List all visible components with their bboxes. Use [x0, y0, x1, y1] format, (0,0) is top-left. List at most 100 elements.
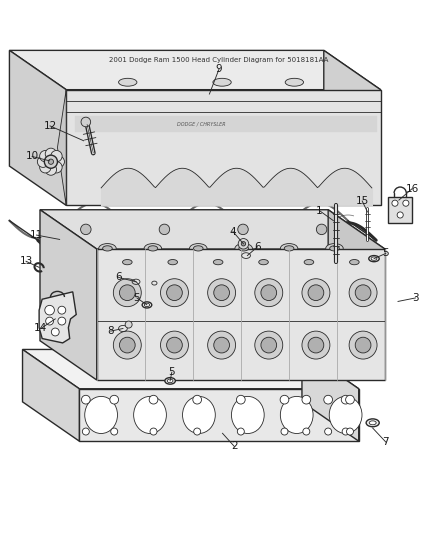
Text: 6: 6 [254, 242, 261, 252]
Circle shape [308, 337, 324, 353]
Polygon shape [302, 350, 359, 441]
Circle shape [160, 279, 188, 306]
Circle shape [238, 239, 249, 249]
Circle shape [48, 159, 53, 164]
Circle shape [325, 428, 332, 435]
Text: 11: 11 [30, 230, 43, 240]
Text: 4: 4 [230, 227, 236, 237]
Polygon shape [324, 51, 381, 205]
Circle shape [214, 285, 230, 301]
Ellipse shape [304, 260, 314, 265]
Ellipse shape [255, 257, 272, 267]
Ellipse shape [144, 303, 150, 306]
Circle shape [120, 285, 135, 301]
Text: 5: 5 [134, 293, 140, 303]
Circle shape [302, 279, 330, 306]
Ellipse shape [346, 257, 363, 267]
Polygon shape [79, 389, 359, 441]
Ellipse shape [213, 78, 231, 86]
Text: 1: 1 [316, 206, 323, 216]
Circle shape [194, 428, 201, 435]
Circle shape [342, 428, 349, 435]
Circle shape [281, 428, 288, 435]
Ellipse shape [134, 397, 166, 433]
Text: 16: 16 [405, 184, 419, 194]
Circle shape [40, 161, 51, 173]
Circle shape [58, 317, 66, 325]
Ellipse shape [371, 257, 377, 260]
Circle shape [208, 331, 236, 359]
Circle shape [316, 224, 327, 235]
Circle shape [397, 212, 403, 218]
Ellipse shape [123, 260, 132, 265]
Circle shape [40, 150, 51, 162]
Circle shape [241, 241, 246, 246]
Text: 5: 5 [382, 248, 389, 259]
Ellipse shape [167, 379, 173, 383]
Ellipse shape [326, 244, 343, 253]
Circle shape [81, 224, 91, 235]
Ellipse shape [239, 246, 248, 251]
Ellipse shape [164, 257, 181, 267]
Circle shape [403, 200, 409, 206]
Circle shape [355, 337, 371, 353]
Circle shape [193, 395, 201, 404]
Polygon shape [389, 197, 413, 223]
Circle shape [261, 285, 277, 301]
Polygon shape [57, 90, 66, 205]
Polygon shape [10, 51, 66, 205]
Ellipse shape [119, 78, 137, 86]
Circle shape [120, 337, 135, 353]
Text: 6: 6 [115, 272, 122, 282]
Circle shape [166, 285, 182, 301]
Circle shape [159, 224, 170, 235]
Circle shape [255, 331, 283, 359]
Circle shape [113, 279, 141, 306]
Polygon shape [10, 51, 381, 90]
Circle shape [346, 395, 354, 404]
Ellipse shape [231, 397, 264, 433]
Ellipse shape [102, 246, 112, 251]
Circle shape [355, 285, 371, 301]
Ellipse shape [194, 246, 203, 251]
Circle shape [208, 279, 236, 306]
Text: 8: 8 [107, 326, 114, 336]
Ellipse shape [285, 78, 304, 86]
Ellipse shape [183, 397, 215, 433]
Circle shape [111, 428, 118, 435]
Circle shape [302, 395, 311, 404]
Ellipse shape [168, 260, 177, 265]
Circle shape [37, 156, 49, 167]
Text: 13: 13 [19, 256, 33, 266]
Ellipse shape [148, 246, 158, 251]
Polygon shape [39, 292, 76, 343]
Ellipse shape [142, 302, 152, 308]
Ellipse shape [190, 244, 207, 253]
Circle shape [113, 331, 141, 359]
Ellipse shape [280, 244, 298, 253]
Circle shape [238, 224, 248, 235]
Circle shape [349, 279, 377, 306]
Circle shape [81, 395, 90, 404]
Ellipse shape [235, 244, 252, 253]
Circle shape [46, 317, 53, 325]
Circle shape [341, 395, 350, 404]
Circle shape [44, 155, 57, 168]
Circle shape [53, 156, 64, 167]
Text: 12: 12 [43, 121, 57, 131]
Ellipse shape [99, 244, 116, 253]
Ellipse shape [366, 419, 379, 427]
Circle shape [237, 428, 244, 435]
Ellipse shape [369, 256, 379, 262]
Ellipse shape [284, 246, 294, 251]
Polygon shape [66, 90, 381, 205]
Text: 2: 2 [231, 441, 237, 451]
Circle shape [303, 428, 310, 435]
Circle shape [51, 161, 62, 173]
Polygon shape [22, 350, 359, 389]
Ellipse shape [119, 257, 136, 267]
Circle shape [346, 428, 353, 435]
Circle shape [51, 150, 62, 162]
Ellipse shape [213, 260, 223, 265]
Ellipse shape [369, 421, 376, 425]
